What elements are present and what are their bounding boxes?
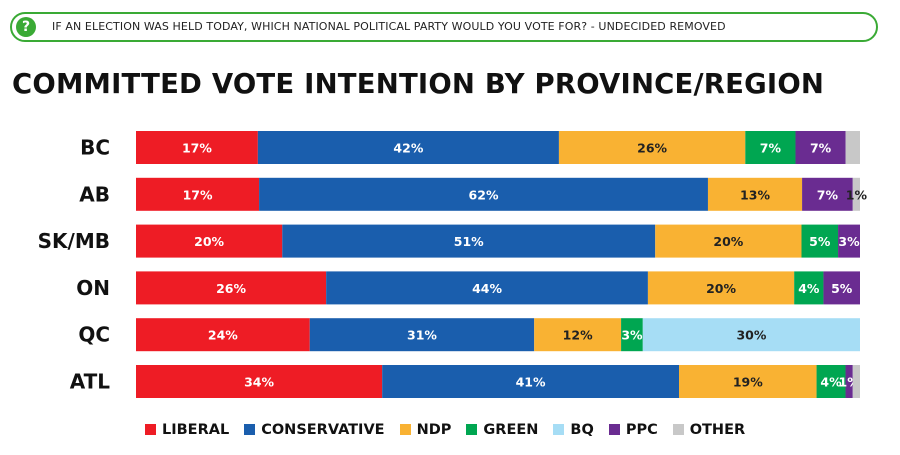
- legend-swatch-bq: [553, 424, 565, 435]
- bar-segment-qc-conservative: [309, 318, 535, 352]
- data-label-on-ppc: 5%: [831, 281, 853, 296]
- chart-legend: LIBERAL CONSERVATIVE NDP GREEN BQ PPC OTHER: [145, 419, 760, 439]
- data-label-atl-conservative: 41%: [516, 375, 546, 390]
- bar-segment-atl-liberal: [136, 365, 383, 398]
- legend-item-ppc: PPC: [608, 422, 658, 438]
- category-label-qc: QC: [78, 323, 110, 347]
- data-label-qc-conservative: 31%: [407, 328, 437, 343]
- legend-label-other: OTHER: [689, 422, 746, 438]
- data-label-sk-mb-conservative: 51%: [454, 234, 484, 249]
- legend-swatch-liberal: [145, 424, 156, 435]
- data-label-sk-mb-ppc: 3%: [838, 234, 860, 249]
- bar-segment-atl-ppc: [845, 365, 853, 398]
- data-label-on-liberal: 26%: [216, 281, 246, 296]
- bar-segment-ab-other: [852, 177, 860, 211]
- data-label-ab-ndp: 13%: [740, 187, 770, 202]
- legend-swatch-conservative: [244, 424, 256, 435]
- bar-segment-sk-mb-conservative: [282, 224, 656, 258]
- legend-swatch-other: [672, 424, 684, 435]
- bar-segment-atl-green: [816, 365, 846, 398]
- data-label-qc-bq: 30%: [736, 328, 766, 343]
- data-label-qc-liberal: 24%: [208, 328, 238, 343]
- legend-item-liberal: LIBERAL: [145, 422, 229, 438]
- bar-segment-bc-other: [845, 131, 860, 164]
- bar-segment-atl-conservative: [382, 365, 679, 398]
- data-label-atl-liberal: 34%: [244, 375, 274, 390]
- category-label-sk-mb: SK/MB: [38, 229, 110, 253]
- legend-label-ppc: PPC: [625, 422, 658, 438]
- data-label-bc-conservative: 42%: [393, 141, 423, 156]
- category-label-on: ON: [76, 276, 110, 300]
- bar-segment-ab-ndp: [707, 177, 803, 211]
- legend-item-conservative: CONSERVATIVE: [244, 422, 385, 438]
- bar-segment-sk-mb-ndp: [655, 224, 802, 258]
- bar-segment-bc-green: [745, 131, 796, 164]
- bar-segment-bc-liberal: [136, 131, 258, 164]
- question-mark-icon: ?: [16, 17, 36, 37]
- bar-segment-sk-mb-ppc: [838, 224, 860, 258]
- data-label-ab-ppc: 7%: [817, 187, 839, 202]
- chart-title: COMMITTED VOTE INTENTION BY PROVINCE/REG…: [12, 68, 825, 100]
- question-text: IF AN ELECTION WAS HELD TODAY, WHICH NAT…: [52, 20, 726, 33]
- data-label-ab-other: 1%: [846, 187, 868, 202]
- category-label-atl: ATL: [70, 370, 111, 394]
- bar-segment-atl-other: [852, 365, 860, 398]
- bar-segment-sk-mb-green: [801, 224, 839, 258]
- bar-segment-on-ndp: [647, 271, 795, 305]
- bar-segment-qc-bq: [642, 318, 860, 352]
- data-label-bc-ppc: 7%: [810, 141, 832, 156]
- question-banner: ? IF AN ELECTION WAS HELD TODAY, WHICH N…: [10, 12, 878, 42]
- bar-segment-on-liberal: [136, 271, 327, 305]
- bar-segment-ab-ppc: [802, 177, 853, 211]
- bar-segment-qc-ndp: [534, 318, 622, 352]
- data-label-on-conservative: 44%: [472, 281, 502, 296]
- legend-swatch-green: [466, 424, 478, 435]
- data-label-sk-mb-green: 5%: [809, 234, 831, 249]
- bar-segment-ab-liberal: [136, 177, 260, 211]
- legend-item-green: GREEN: [466, 422, 538, 438]
- legend-label-green: GREEN: [483, 422, 539, 438]
- data-label-bc-liberal: 17%: [182, 141, 212, 156]
- legend-item-bq: BQ: [553, 422, 594, 438]
- bar-segment-ab-conservative: [259, 177, 708, 211]
- data-label-qc-ndp: 12%: [563, 328, 593, 343]
- bar-segment-bc-ndp: [558, 131, 746, 164]
- bar-segment-bc-ppc: [795, 131, 846, 164]
- legend-label-bq: BQ: [570, 422, 594, 438]
- legend-swatch-ndp: [399, 424, 411, 435]
- bar-segment-qc-liberal: [136, 318, 310, 352]
- bar-segment-on-ppc: [823, 271, 860, 305]
- data-label-atl-green: 4%: [820, 375, 842, 390]
- category-label-ab: AB: [79, 182, 110, 206]
- legend-label-ndp: NDP: [416, 422, 452, 438]
- data-label-atl-ndp: 19%: [733, 375, 763, 390]
- category-label-bc: BC: [80, 136, 110, 160]
- data-label-sk-mb-liberal: 20%: [194, 234, 224, 249]
- legend-swatch-ppc: [608, 424, 620, 435]
- legend-item-ndp: NDP: [399, 422, 452, 438]
- legend-label-liberal: LIBERAL: [162, 422, 230, 438]
- bar-segment-sk-mb-liberal: [136, 224, 283, 258]
- data-label-bc-green: 7%: [760, 141, 782, 156]
- data-label-ab-liberal: 17%: [183, 187, 213, 202]
- bar-segment-bc-conservative: [257, 131, 559, 164]
- data-label-qc-green: 3%: [621, 328, 643, 343]
- data-label-on-ndp: 20%: [706, 281, 736, 296]
- bar-segment-qc-green: [621, 318, 643, 352]
- bar-segment-atl-ndp: [679, 365, 817, 398]
- data-label-bc-ndp: 26%: [637, 141, 667, 156]
- bar-segment-on-conservative: [326, 271, 648, 305]
- data-label-on-green: 4%: [798, 281, 820, 296]
- bar-segment-on-green: [794, 271, 824, 305]
- data-label-ab-conservative: 62%: [469, 187, 499, 202]
- data-label-sk-mb-ndp: 20%: [713, 234, 743, 249]
- legend-label-conservative: CONSERVATIVE: [261, 422, 385, 438]
- legend-item-other: OTHER: [672, 422, 746, 438]
